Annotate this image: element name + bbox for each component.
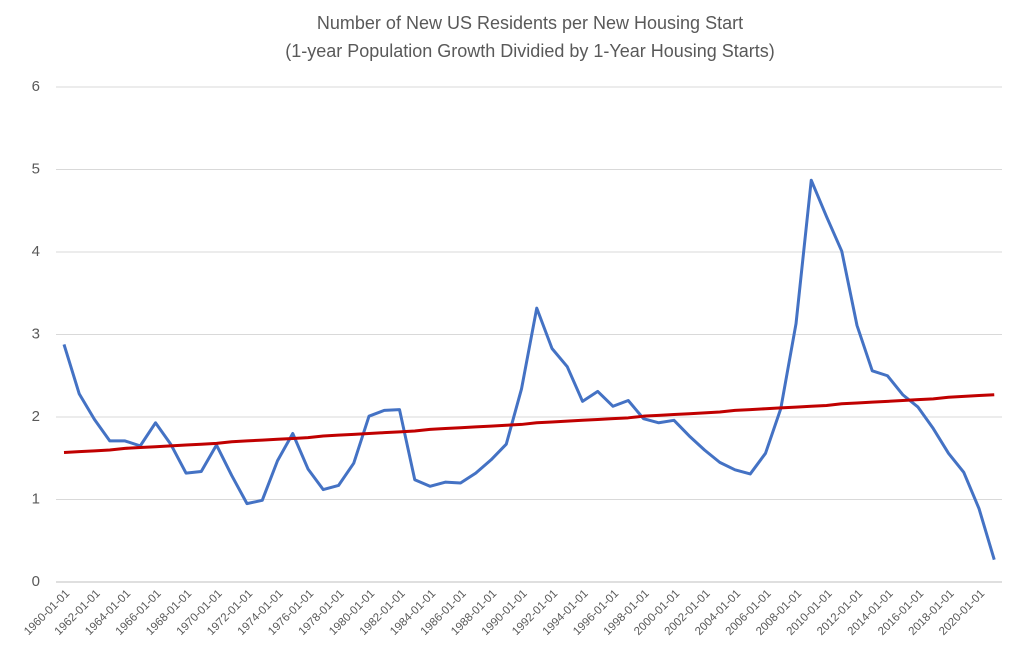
y-tick-label: 5	[32, 160, 40, 177]
line-series	[63, 393, 995, 454]
chart-title: Number of New US Residents per New Housi…	[317, 13, 743, 33]
y-tick-label: 1	[32, 490, 40, 507]
line-series	[62, 178, 996, 561]
y-tick-label: 4	[32, 243, 40, 260]
y-tick-label: 2	[32, 408, 40, 425]
y-tick-label: 0	[32, 573, 40, 590]
y-tick-label: 3	[32, 325, 40, 342]
chart-subtitle: (1-year Population Growth Dividied by 1-…	[285, 41, 775, 61]
y-tick-label: 6	[32, 78, 40, 95]
